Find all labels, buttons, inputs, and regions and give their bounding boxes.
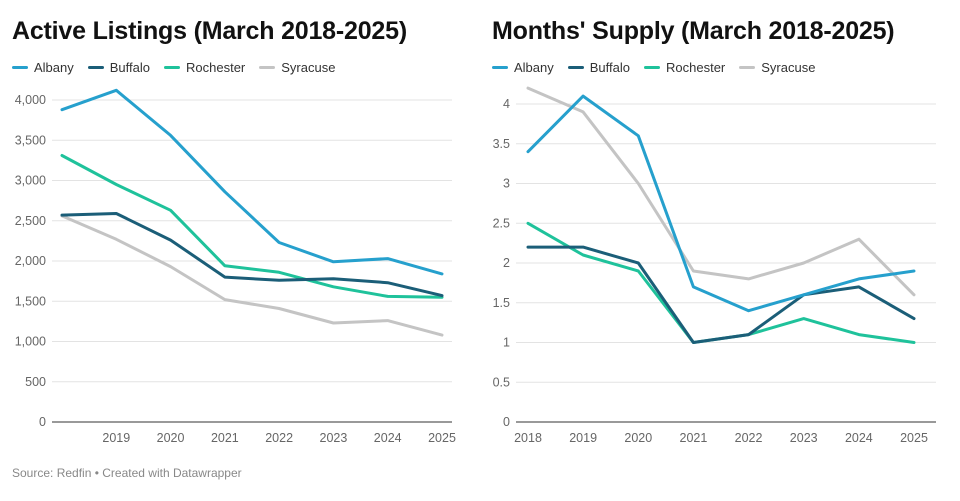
supply-x-tick-label: 2024 [845,431,873,445]
months-supply-legend: Albany Buffalo Rochester Syracuse [492,60,815,75]
active-listings-legend: Albany Buffalo Rochester Syracuse [12,60,335,75]
supply-x-tick-label: 2021 [680,431,708,445]
supply-x-tick-label: 2019 [569,431,597,445]
supply-x-tick-label: 2020 [624,431,652,445]
supply-x-tick-label: 2018 [514,431,542,445]
listings-x-tick-label: 2022 [265,431,293,445]
listings-y-tick-label: 3,000 [15,174,46,188]
supply-x-tick-label: 2022 [735,431,763,445]
listings-series-line-buffalo [60,212,444,298]
supply-y-tick-label: 2 [503,256,510,270]
legend-label-syracuse: Syracuse [761,60,816,75]
supply-y-tick-label: 0.5 [493,375,510,389]
legend-swatch-albany [492,66,508,69]
supply-series-line-syracuse [526,86,916,297]
legend-item-syracuse: Syracuse [259,60,335,75]
legend-swatch-syracuse [259,66,276,69]
listings-y-tick-label: 2,000 [15,254,46,268]
active-listings-title: Active Listings (March 2018-2025) [12,17,407,45]
months-supply-panel: Months' Supply (March 2018-2025) Albany … [480,0,960,460]
listings-x-tick-label: 2024 [374,431,402,445]
legend-label-albany: Albany [34,60,74,75]
months-supply-chart: 0 0.5 1 1.5 2 2.5 3 3.5 4 2018 2019 2020 2021 2022 202… [493,86,936,445]
active-listings-chart: 0 500 1,000 1,500 2,000 2,500 3,000 3,500 4,000 2… [15,88,456,445]
legend-label-rochester: Rochester [666,60,726,75]
listings-y-tick-label: 1,500 [15,294,46,308]
listings-series-line-rochester [60,154,444,299]
legend-swatch-albany [12,66,28,69]
listings-y-tick-label: 3,500 [15,133,46,147]
legend-label-rochester: Rochester [186,60,246,75]
legend-item-rochester: Rochester [644,60,725,75]
listings-series-line-syracuse [60,214,444,337]
supply-y-tick-label: 2.5 [493,216,510,230]
source-footer: Source: Redfin • Created with Datawrappe… [12,466,242,480]
supply-x-tick-label: 2023 [790,431,818,445]
legend-item-buffalo: Buffalo [87,60,150,75]
supply-y-tick-label: 1 [503,336,510,350]
supply-y-tick-label: 3 [503,177,510,191]
legend-swatch-rochester [644,66,660,69]
listings-y-tick-label: 2,500 [15,214,46,228]
legend-swatch-syracuse [739,66,756,69]
legend-item-rochester: Rochester [164,60,245,75]
supply-y-tick-label: 4 [503,97,510,111]
legend-label-buffalo: Buffalo [109,60,150,75]
listings-x-tick-label: 2020 [157,431,185,445]
listings-y-tick-label: 0 [39,415,46,429]
months-supply-title: Months' Supply (March 2018-2025) [492,17,895,45]
legend-label-albany: Albany [514,60,554,75]
supply-series-line-albany [526,94,916,313]
supply-y-tick-label: 3.5 [493,137,510,151]
listings-y-tick-label: 4,000 [15,93,46,107]
supply-y-tick-label: 1.5 [493,296,510,310]
supply-y-tick-label: 0 [503,415,510,429]
listings-x-tick-label: 2021 [211,431,239,445]
listings-y-tick-label: 1,000 [15,335,46,349]
legend-label-syracuse: Syracuse [281,60,336,75]
listings-y-tick-label: 500 [25,375,46,389]
legend-swatch-buffalo [87,66,104,69]
legend-item-albany: Albany [12,60,74,75]
legend-swatch-rochester [164,66,180,69]
legend-item-buffalo: Buffalo [567,60,630,75]
legend-item-syracuse: Syracuse [739,60,815,75]
listings-x-tick-label: 2025 [428,431,456,445]
supply-series-line-buffalo [526,245,916,344]
supply-x-tick-label: 2025 [900,431,928,445]
listings-x-tick-label: 2023 [320,431,348,445]
legend-item-albany: Albany [492,60,554,75]
listings-x-tick-label: 2019 [102,431,130,445]
active-listings-panel: Active Listings (March 2018-2025) Albany… [0,0,480,460]
listings-series-line-albany [60,88,444,276]
legend-swatch-buffalo [567,66,584,69]
legend-label-buffalo: Buffalo [589,60,630,75]
